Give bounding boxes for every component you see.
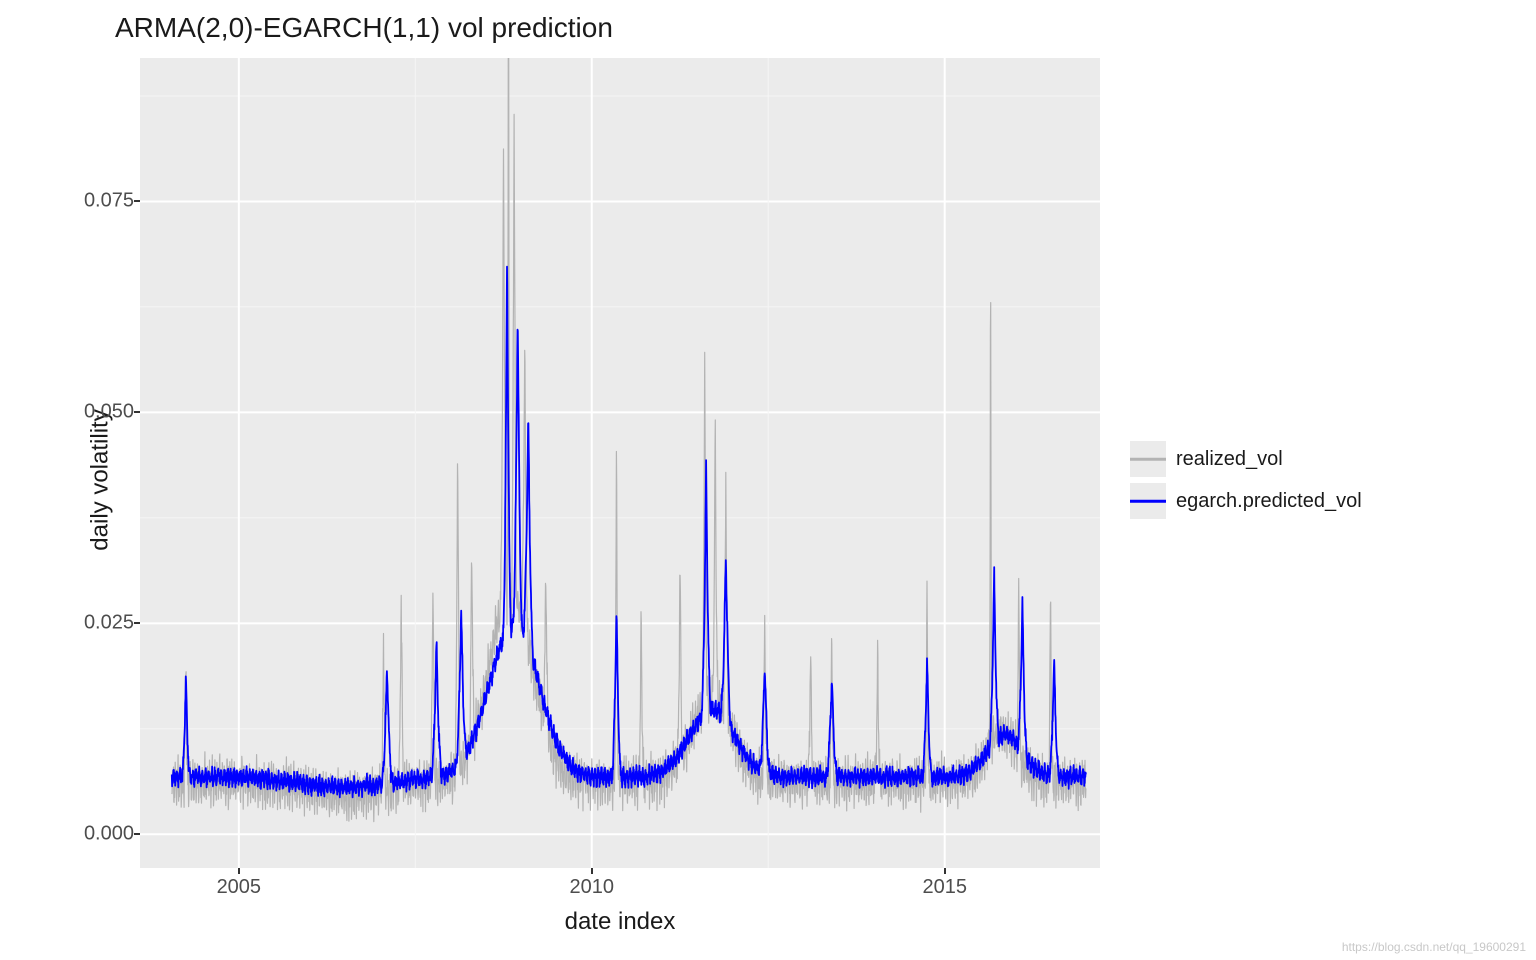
- y-tick-label: 0.075: [84, 190, 134, 213]
- y-tick-mark: [134, 411, 140, 413]
- x-tick-mark: [238, 868, 240, 874]
- x-tick-label: 2010: [570, 876, 615, 899]
- series-realized_vol: [172, 58, 1086, 822]
- x-tick-mark: [944, 868, 946, 874]
- watermark: https://blog.csdn.net/qq_19600291: [1342, 940, 1526, 954]
- legend-item: realized_vol: [1130, 441, 1362, 477]
- y-axis-label: daily volatility: [87, 409, 115, 550]
- chart-title: ARMA(2,0)-EGARCH(1,1) vol prediction: [115, 12, 613, 44]
- series-egarch.predicted_vol: [172, 267, 1086, 798]
- y-tick-mark: [134, 200, 140, 202]
- x-axis-label: date index: [140, 908, 1100, 936]
- x-tick-label: 2015: [922, 876, 967, 899]
- legend-key: [1130, 483, 1166, 519]
- y-tick-label: 0.000: [84, 823, 134, 846]
- y-tick-label: 0.050: [84, 401, 134, 424]
- plot-panel: [140, 58, 1100, 868]
- plot-svg: [140, 58, 1100, 868]
- legend-item: egarch.predicted_vol: [1130, 483, 1362, 519]
- y-tick-label: 0.025: [84, 612, 134, 635]
- legend-label: egarch.predicted_vol: [1176, 490, 1362, 513]
- x-tick-label: 2005: [217, 876, 262, 899]
- chart-container: ARMA(2,0)-EGARCH(1,1) vol prediction dai…: [0, 0, 1536, 960]
- y-tick-mark: [134, 833, 140, 835]
- x-tick-mark: [591, 868, 593, 874]
- legend-key: [1130, 441, 1166, 477]
- legend: realized_vol egarch.predicted_vol: [1130, 435, 1362, 525]
- legend-label: realized_vol: [1176, 448, 1283, 471]
- y-tick-mark: [134, 622, 140, 624]
